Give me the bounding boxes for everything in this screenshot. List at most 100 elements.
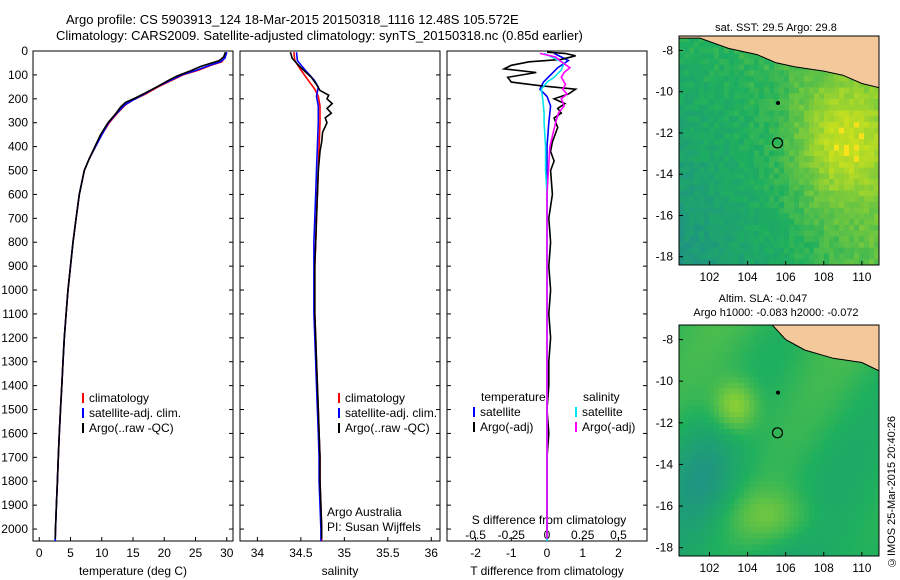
map-cell [699,41,705,48]
map-cell [814,236,820,243]
map-cell [719,99,725,106]
map-cell [729,116,735,123]
map-cell [729,377,735,384]
map-cell [859,207,865,215]
map-cell [784,99,790,106]
map-cell [804,76,810,83]
map-cell [719,121,725,129]
map-cell [829,475,835,482]
map-cell [704,400,710,407]
map-cell [689,400,695,407]
map-cell [804,411,810,418]
map-cell [799,133,805,140]
map-cell [724,213,730,220]
map-cell [684,253,690,260]
map-cell [774,259,780,265]
map-cell [809,475,815,482]
map-cell [839,81,845,89]
series-s-satellite [540,52,566,541]
map-cell [769,428,775,436]
map-cell [839,230,845,237]
map-cell [684,58,690,66]
map-cell [769,150,775,157]
map-cell [704,411,710,418]
map-cell [819,144,825,152]
map-cell [799,521,805,528]
map-cell [709,446,715,453]
map-cell [699,486,705,494]
map-cell [679,417,685,424]
map-cell [724,521,730,528]
map-cell [679,184,685,192]
map-cell [734,492,740,499]
map-cell [839,509,845,517]
map-cell [839,521,845,528]
map-cell [754,161,760,169]
map-cell [799,382,805,390]
map-cell [844,359,850,366]
map-cell [859,190,865,197]
map-cell [704,127,710,134]
map-cell [804,365,810,372]
map-cell [799,179,805,186]
map-cell [844,161,850,169]
map-cell [869,139,875,146]
map-cell [774,156,780,163]
map-cell [819,247,825,255]
map-cell [784,121,790,129]
map-cell [689,76,695,83]
map-cell [704,538,710,546]
map-cell [714,486,720,494]
map-cell [764,259,770,265]
map-cell [774,538,780,546]
s-axis-label: S difference from climatology [472,513,627,527]
map-cell [729,167,735,174]
map-cell [709,434,715,442]
map-cell [839,515,845,522]
map-cell [839,259,845,265]
map-cell [734,53,740,60]
map-cell [854,104,860,111]
map-cell [839,144,845,152]
map-cell [794,196,800,203]
map-cell [739,371,745,378]
map-cell [754,515,760,522]
map-cell [694,150,700,157]
map-cell [764,521,770,528]
map-cell [694,184,700,192]
map-cell [744,463,750,470]
map-cell [694,230,700,237]
map-cell [729,330,735,338]
map-cell [734,150,740,157]
map-cell [704,434,710,442]
map-cell [784,492,790,499]
map-cell [754,58,760,66]
map-cell [799,480,805,488]
map-cell [874,93,879,100]
map-cell [819,133,825,140]
map-cell [824,382,830,390]
map-cell [704,93,710,100]
map-cell [859,179,865,186]
map-cell [784,411,790,418]
map-cell [709,236,715,243]
map-cell [754,236,760,243]
map-cell [749,230,755,237]
map-y-tick-label: -14 [656,167,674,181]
map-cell [854,161,860,169]
map-cell [754,219,760,226]
map-cell [804,423,810,430]
map-cell [859,544,865,551]
map-cell [684,202,690,209]
map-cell [689,64,695,71]
map-cell [704,388,710,395]
map-cell [719,342,725,349]
map-cell [804,99,810,106]
map-cell [754,99,760,106]
map-cell [759,550,765,556]
map-cell [739,179,745,186]
map-cell [714,382,720,390]
map-cell [864,452,870,459]
map-cell [744,76,750,83]
map-cell [829,247,835,255]
